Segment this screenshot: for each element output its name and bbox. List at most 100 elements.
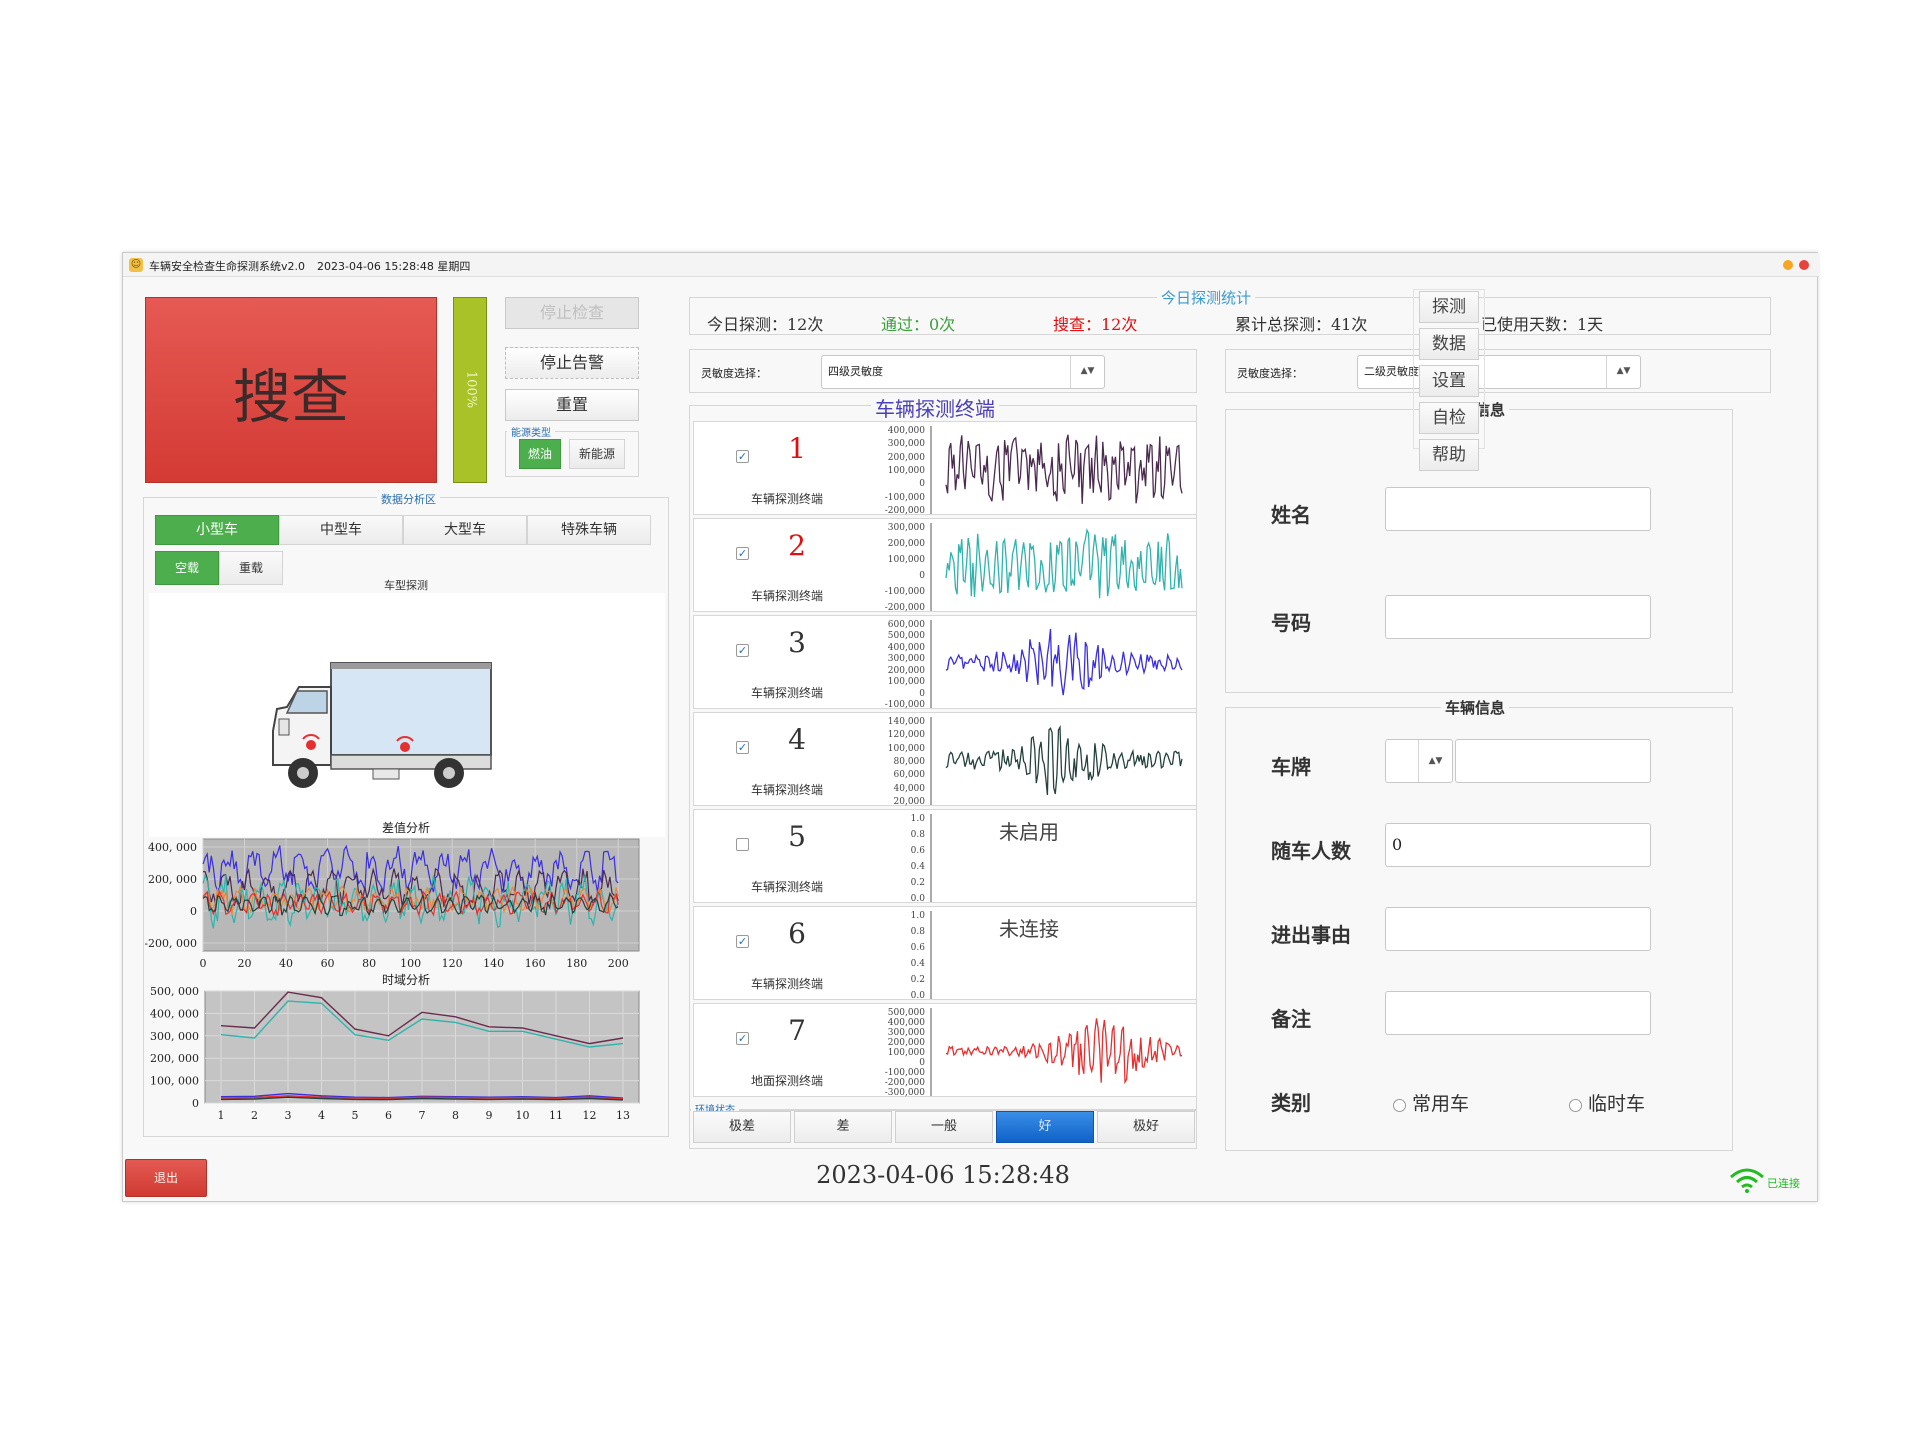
- load-empty-button[interactable]: 空载: [155, 551, 219, 585]
- x-tick-label: 120: [442, 957, 463, 970]
- terminal-y-tick: 0.8: [910, 830, 925, 840]
- terminal-number: 7: [788, 1014, 806, 1047]
- remark-input[interactable]: [1385, 991, 1651, 1035]
- terminal-y-tick: -200,000: [884, 603, 925, 613]
- terminal-checkbox[interactable]: ✓: [736, 547, 749, 560]
- terminal-y-tick: -100,000: [884, 492, 925, 503]
- terminal-checkbox[interactable]: ✓: [736, 935, 749, 948]
- diff-series-line: [202, 891, 619, 917]
- x-tick-label: 11: [549, 1109, 563, 1122]
- name-input[interactable]: [1385, 487, 1651, 531]
- environment-level-button[interactable]: 极差: [693, 1111, 791, 1143]
- terminal-y-axis: 400,000 300,000 200,000 100,000 0 -100,000 -20…: [866, 426, 931, 516]
- truck-illustration: [149, 593, 665, 837]
- terminal-y-tick: 80,000: [893, 757, 926, 767]
- terminal-y-tick: 500,000: [887, 1008, 925, 1018]
- tab-medium-car[interactable]: 中型车: [279, 515, 403, 545]
- stat-total: 累计总探测：41次: [1235, 315, 1368, 334]
- tab-special-vehicle[interactable]: 特殊车辆: [527, 515, 651, 545]
- x-tick-label: 20: [238, 957, 252, 970]
- category-label: 类别: [1271, 1091, 1311, 1115]
- left-sensitivity-box: [689, 349, 1197, 393]
- x-tick-label: 5: [352, 1109, 359, 1122]
- terminal-card: 5 车辆探测终端 1.0 0.8 0.6 0.4 0.2 0.0 未启用: [693, 809, 1197, 904]
- terminal-y-tick: 300,000: [887, 1028, 925, 1038]
- time-series-line: [220, 1095, 624, 1100]
- terminal-y-axis: 1.0 0.8 0.6 0.4 0.2 0.0: [866, 814, 931, 904]
- left-sensitivity-select[interactable]: 四级灵敏度 ▲▼: [821, 355, 1105, 389]
- plate-input[interactable]: [1455, 739, 1651, 783]
- environment-level-button[interactable]: 极好: [1097, 1111, 1195, 1143]
- y-tick-label: 500, 000: [150, 987, 199, 998]
- terminal-y-tick: 20,000: [893, 797, 926, 807]
- terminal-checkbox[interactable]: ✓: [736, 741, 749, 754]
- terminal-y-tick: 100,000: [887, 555, 925, 565]
- reason-input[interactable]: [1385, 907, 1651, 951]
- stop-alarm-button[interactable]: 停止告警: [505, 347, 639, 379]
- nav-detect[interactable]: 探测: [1419, 291, 1479, 323]
- category-regular-option[interactable]: 常用车: [1393, 1089, 1469, 1116]
- nav-data[interactable]: 数据: [1419, 328, 1479, 360]
- terminal-axis-line: [930, 717, 932, 805]
- terminal-y-tick: 0: [919, 688, 925, 699]
- environment-level-button[interactable]: 好: [996, 1111, 1094, 1143]
- terminal-checkbox[interactable]: [736, 838, 749, 851]
- terminal-y-tick: 0: [919, 1058, 925, 1068]
- stat-passed: 通过：0次: [881, 315, 956, 334]
- nav-self-check[interactable]: 自检: [1419, 402, 1479, 434]
- terminal-card: ✓ 6 车辆探测终端 1.0 0.8 0.6 0.4 0.2 0.0 未连接: [693, 906, 1197, 1001]
- y-tick-label: 0: [192, 1097, 199, 1110]
- terminal-y-tick: 0.0: [910, 894, 925, 904]
- terminal-label: 车辆探测终端: [750, 589, 823, 603]
- tab-large-car[interactable]: 大型车: [403, 515, 527, 545]
- exit-button[interactable]: 退出: [125, 1159, 207, 1197]
- x-tick-label: 40: [279, 957, 293, 970]
- stat-searched: 搜查：12次: [1053, 315, 1138, 334]
- minimize-icon[interactable]: [1783, 260, 1793, 270]
- tab-small-car[interactable]: 小型车: [155, 515, 279, 545]
- environment-level-button[interactable]: 一般: [895, 1111, 993, 1143]
- passengers-input[interactable]: 0: [1385, 823, 1651, 867]
- energy-new-button[interactable]: 新能源: [569, 439, 625, 469]
- terminal-label: 车辆探测终端: [750, 492, 823, 506]
- terminal-y-tick: 1.0: [910, 814, 925, 824]
- nav-help[interactable]: 帮助: [1419, 439, 1479, 471]
- person-search-icon: ☺: [129, 258, 143, 272]
- x-tick-label: 2: [251, 1109, 258, 1122]
- environment-level-button[interactable]: 差: [794, 1111, 892, 1143]
- x-tick-label: 60: [321, 957, 335, 970]
- waveform-line: [945, 528, 1183, 599]
- terminal-y-tick: 100,000: [887, 466, 925, 476]
- terminal-checkbox[interactable]: ✓: [736, 450, 749, 463]
- right-sensitivity-value: 二级灵敏度: [1364, 365, 1419, 378]
- category-temporary-option[interactable]: 临时车: [1569, 1089, 1645, 1116]
- stop-check-button[interactable]: 停止检查: [505, 297, 639, 329]
- terminal-y-tick: 600,000: [887, 620, 925, 630]
- time-series-line: [220, 991, 624, 1045]
- energy-fuel-button[interactable]: 燃油: [519, 439, 561, 469]
- plate-prefix-select[interactable]: ▲▼: [1385, 739, 1453, 783]
- category-regular-label: 常用车: [1412, 1093, 1470, 1115]
- y-tick-label: 200, 000: [148, 873, 197, 886]
- terminal-y-tick: 0.4: [910, 959, 925, 969]
- right-sensitivity-select[interactable]: 二级灵敏度 ▲▼: [1357, 355, 1641, 389]
- nav-settings[interactable]: 设置: [1419, 365, 1479, 397]
- terminal-number: 3: [788, 626, 806, 659]
- environment-box: [689, 1109, 1197, 1149]
- load-heavy-button[interactable]: 重载: [219, 551, 283, 585]
- phone-input[interactable]: [1385, 595, 1651, 639]
- title-bar: ☺ 车辆安全检查生命探测系统v2.0 2023-04-06 15:28:48 星…: [123, 253, 1819, 277]
- terminal-checkbox[interactable]: ✓: [736, 644, 749, 657]
- terminal-card: ✓ 4 车辆探测终端 140,000 120,000 100,000 80,000 60,00…: [693, 712, 1197, 807]
- terminal-y-axis: 500,000 400,000 300,000 200,000 100,000 0 -100…: [866, 1008, 931, 1098]
- y-tick-label: -200, 000: [145, 937, 197, 950]
- y-tick-label: 400, 000: [150, 1007, 199, 1020]
- reset-button[interactable]: 重置: [505, 389, 639, 421]
- terminal-y-tick: -200,000: [884, 1078, 925, 1088]
- terminal-card: ✓ 1 车辆探测终端 400,000 300,000 200,000 100,000 0 -10…: [693, 421, 1197, 516]
- time-domain-chart: 500, 000 400, 000 300, 000 200, 000 100, 000…: [150, 987, 640, 1122]
- radio-icon: [1393, 1098, 1406, 1112]
- waveform-line: [945, 628, 1183, 696]
- close-icon[interactable]: [1799, 260, 1809, 270]
- terminal-checkbox[interactable]: ✓: [736, 1032, 749, 1045]
